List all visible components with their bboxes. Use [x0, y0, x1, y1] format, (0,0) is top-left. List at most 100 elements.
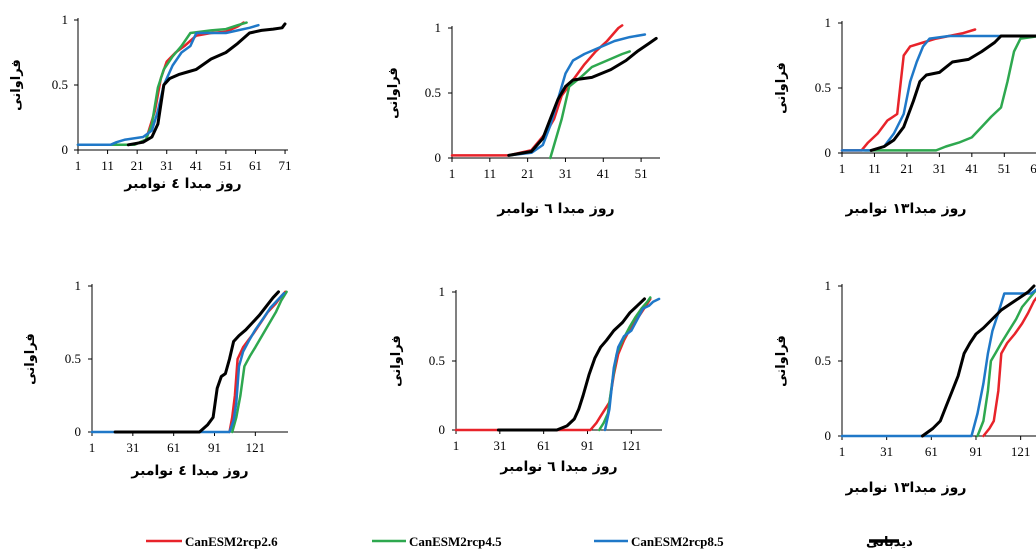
x-tick-label: 11: [484, 166, 497, 181]
series-line-observed: [507, 36, 658, 157]
x-tick-label: 21: [131, 158, 144, 173]
y-tick-label: 0: [435, 150, 442, 165]
y-axis-label: فراوانی: [389, 335, 404, 387]
series-line-observed: [113, 290, 280, 434]
chart-panel-3: 00.511112131415161فراوانیروز مبدا١٣ نوام…: [774, 15, 1036, 217]
legend-item-1: CanESM2rcp2.6: [146, 534, 278, 549]
series-line-canesm2rcp4-5: [230, 290, 288, 434]
series-line-canesm2rcp8-5: [90, 292, 286, 434]
x-tick-label: 61: [249, 158, 262, 173]
y-axis-label: فراوانی: [23, 333, 38, 385]
series-line-canesm2rcp8-5: [76, 23, 260, 147]
legend-label: دیدبانی: [866, 535, 913, 550]
x-tick-label: 91: [969, 444, 982, 459]
y-tick-label: 1: [62, 12, 69, 27]
series-line-canesm2rcp2-6: [982, 296, 1036, 438]
y-tick-label: 0: [439, 422, 446, 437]
series-line-canesm2rcp8-5: [507, 33, 647, 157]
y-tick-label: 0.5: [425, 85, 441, 100]
y-tick-label: 1: [825, 278, 832, 293]
series-line-observed: [920, 284, 1036, 438]
series-line-canesm2rcp4-5: [76, 21, 248, 147]
x-tick-label: 51: [998, 161, 1011, 176]
x-tick-label: 1: [839, 444, 846, 459]
x-tick-label: 1: [449, 166, 456, 181]
series-line-observed: [869, 34, 1036, 152]
y-axis-label: فراوانی: [774, 62, 789, 114]
y-tick-label: 0.5: [815, 353, 831, 368]
x-axis-label: روز مبدا١٣ نوامبر: [845, 201, 967, 217]
x-tick-label: 11: [868, 161, 881, 176]
x-tick-label: 31: [126, 440, 139, 455]
series-line-canesm2rcp4-5: [976, 288, 1036, 438]
legend-item-4: دیدبانی: [866, 535, 913, 550]
x-tick-label: 31: [493, 438, 506, 453]
series-line-canesm2rcp8-5: [840, 288, 1036, 438]
x-tick-label: 21: [900, 161, 913, 176]
legend-item-2: CanESM2rcp4.5: [372, 534, 502, 549]
series-line-canesm2rcp4-5: [863, 35, 1036, 152]
x-tick-label: 51: [219, 158, 232, 173]
y-axis-label: فراوانی: [386, 67, 401, 119]
x-tick-label: 31: [160, 158, 173, 173]
x-tick-label: 91: [208, 440, 221, 455]
x-tick-label: 61: [1030, 161, 1036, 176]
x-tick-label: 121: [1011, 444, 1031, 459]
y-tick-label: 0: [75, 424, 82, 439]
y-tick-label: 1: [75, 278, 82, 293]
x-tick-label: 1: [453, 438, 460, 453]
x-tick-label: 41: [190, 158, 203, 173]
chart-panel-5: 0 0.5 1 1 31 61 91 121 فراوانی روز مبدا ٦ نوامبر: [389, 284, 662, 475]
y-axis-label: فراوانی: [9, 59, 24, 111]
legend: CanESM2rcp2.6 CanESM2rcp4.5 CanESM2rcp8.5 د…: [146, 534, 913, 550]
series-line-canesm2rcp8-5: [840, 34, 1036, 152]
x-axis-label: روز مبدا ٦ نوامبر: [496, 201, 614, 217]
x-tick-label: 21: [521, 166, 534, 181]
x-tick-label: 121: [622, 438, 642, 453]
y-tick-label: 1: [825, 15, 832, 30]
x-axis-label: روز مبدا ٤ نوامبر: [123, 176, 241, 192]
y-tick-label: 1: [435, 20, 442, 35]
y-tick-label: 0.5: [815, 80, 831, 95]
legend-label: CanESM2rcp2.6: [185, 534, 278, 549]
series-line-canesm2rcp2-6: [450, 24, 624, 157]
y-tick-label: 1: [439, 284, 446, 299]
y-tick-label: 0: [825, 145, 832, 160]
x-tick-label: 1: [75, 158, 82, 173]
x-tick-label: 61: [925, 444, 938, 459]
x-axis-label: روز مبدا ٤ نوامبر: [130, 463, 248, 479]
series-line-canesm2rcp4-5: [549, 50, 631, 160]
series-line-canesm2rcp2-6: [76, 21, 245, 147]
x-tick-label: 61: [167, 440, 180, 455]
x-axis-label: روز مبدا ٦ نوامبر: [499, 459, 617, 475]
series-line-observed: [126, 22, 287, 147]
x-tick-label: 41: [965, 161, 978, 176]
y-tick-label: 0: [825, 428, 832, 443]
series-line-canesm2rcp8-5: [603, 297, 661, 432]
y-tick-label: 0.5: [429, 353, 445, 368]
x-tick-label: 91: [581, 438, 594, 453]
x-tick-label: 51: [635, 166, 648, 181]
x-tick-label: 11: [101, 158, 114, 173]
x-tick-label: 61: [537, 438, 550, 453]
x-tick-label: 1: [839, 161, 846, 176]
x-axis-label: روز مبدا١٣ نوامبر: [845, 480, 967, 496]
chart-panel-6: 0 0.5 1 1 31 61 91 121 فراوانی روز مبدا١٣ نوامبر: [774, 278, 1036, 496]
series-line-canesm2rcp2-6: [454, 297, 652, 432]
x-tick-label: 31: [933, 161, 946, 176]
y-tick-label: 0.5: [52, 77, 68, 92]
legend-item-3: CanESM2rcp8.5: [594, 534, 724, 549]
y-axis-label: فراوانی: [774, 335, 789, 387]
y-tick-label: 0: [62, 142, 69, 157]
x-tick-label: 31: [880, 444, 893, 459]
series-line-observed: [496, 297, 646, 432]
x-tick-label: 31: [559, 166, 572, 181]
x-tick-label: 41: [597, 166, 610, 181]
x-tick-label: 121: [246, 440, 266, 455]
legend-label: CanESM2rcp8.5: [631, 534, 724, 549]
y-tick-label: 0.5: [65, 351, 81, 366]
x-tick-label: 71: [279, 158, 292, 173]
